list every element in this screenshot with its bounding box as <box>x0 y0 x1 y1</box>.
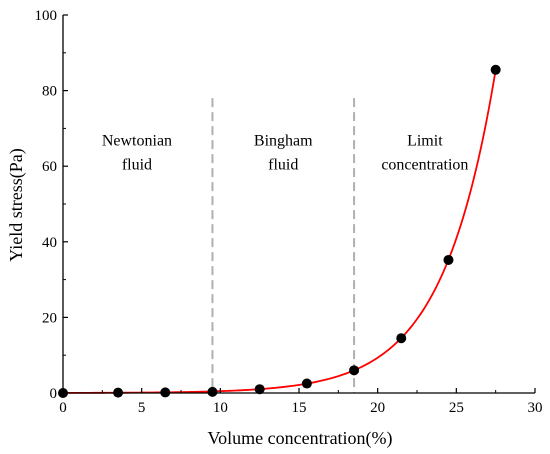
y-tick-label: 0 <box>50 386 58 402</box>
y-axis-title: Yield stress(Pa) <box>6 148 27 261</box>
dividers-layer <box>211 98 356 393</box>
x-tick-label: 25 <box>449 400 464 416</box>
region-labels-layer: Newtonian fluid Bingham fluid Limit concentra… <box>102 132 469 173</box>
region-label: concentration <box>381 156 468 173</box>
x-tick-label: 0 <box>59 400 67 416</box>
fit-curve-layer <box>63 69 497 394</box>
data-point <box>301 378 312 389</box>
x-tick-label: 20 <box>370 400 385 416</box>
region-label: fluid <box>122 156 152 173</box>
data-point <box>443 254 454 265</box>
y-tick-label: 100 <box>35 8 58 24</box>
y-tick-label: 80 <box>42 84 57 100</box>
y-tick-label: 20 <box>42 310 57 326</box>
data-point <box>490 64 501 75</box>
x-tick-label: 30 <box>528 400 543 416</box>
x-axis-title: Volume concentration(%) <box>207 428 392 449</box>
fit-curve <box>63 69 497 394</box>
region-label: fluid <box>268 156 298 173</box>
data-point <box>254 384 265 395</box>
data-point <box>396 333 407 344</box>
y-tick-label: 40 <box>42 235 57 251</box>
points-layer <box>58 64 501 398</box>
region-label: Limit <box>407 132 443 149</box>
x-tick-label: 15 <box>292 400 307 416</box>
y-tick-label: 60 <box>42 159 57 175</box>
x-tick-label: 10 <box>213 400 228 416</box>
region-label: Newtonian <box>102 132 172 149</box>
region-label: Bingham <box>254 132 313 149</box>
data-point <box>349 365 360 376</box>
axes-layer: 0 5 10 15 20 25 30 0 20 40 60 80 100 <box>35 8 543 416</box>
data-point <box>207 386 218 397</box>
x-tick-label: 5 <box>138 400 146 416</box>
